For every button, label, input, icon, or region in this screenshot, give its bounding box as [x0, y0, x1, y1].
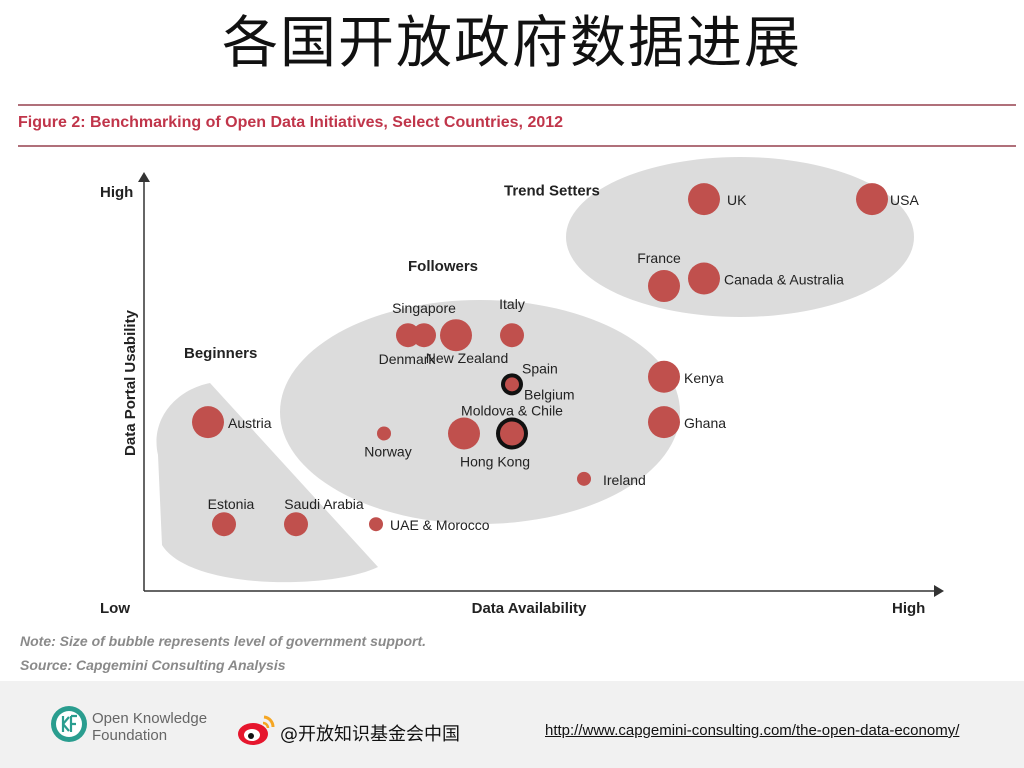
bubble-uae-morocco — [369, 517, 383, 532]
x-tick-low: Low — [100, 600, 130, 617]
bubble-ireland — [577, 471, 591, 486]
group-label-followers: Followers — [408, 258, 478, 275]
bubble-estonia — [212, 512, 236, 537]
bubble-singapore — [412, 323, 436, 348]
org-name-line-2: Foundation — [92, 727, 168, 744]
point-label-austria: Austria — [228, 415, 272, 431]
point-label-estonia: Estonia — [208, 496, 255, 512]
cluster-trend-setters — [566, 157, 914, 317]
weibo-icon — [238, 715, 275, 745]
point-label-new-zealand: New Zealand — [426, 350, 509, 366]
point-label-uae-morocco: UAE & Morocco — [390, 517, 490, 533]
group-label-trend-setters: Trend Setters — [504, 182, 600, 199]
slide-title: 各国开放政府数据进展 — [222, 11, 802, 76]
point-label-france: France — [637, 250, 681, 266]
point-label-saudi-arabia: Saudi Arabia — [284, 496, 364, 512]
caption-bottom-rule — [18, 145, 1016, 147]
cluster-followers — [280, 300, 680, 524]
open-knowledge-name: Open Knowledge Foundation — [92, 710, 207, 744]
bubble-new-zealand — [440, 319, 472, 352]
point-labels: UK USA France Canada & Australia Denmark Sing… — [208, 192, 920, 533]
point-label-hong-kong: Hong Kong — [460, 453, 530, 469]
point-label-denmark: Denmark — [379, 351, 437, 367]
group-label-beginners: Beginners — [184, 345, 257, 362]
bubble-canada-australia — [688, 262, 720, 295]
point-label-norway: Norway — [364, 443, 411, 459]
source-url-link[interactable]: http://www.capgemini-consulting.com/the-… — [545, 722, 960, 739]
bubble-hong-kong — [500, 421, 524, 446]
bubble-ghana — [648, 406, 680, 439]
bubble-italy — [500, 323, 524, 348]
footer-bar — [0, 681, 1024, 768]
bubble-moldova-chile — [448, 417, 480, 450]
x-axis-arrow — [934, 585, 944, 597]
bubble-usa — [856, 183, 888, 216]
point-label-ireland: Ireland — [603, 472, 646, 488]
bubble-kenya — [648, 360, 680, 393]
y-axis-label: Data Portal Usability — [122, 309, 139, 456]
bubble-norway — [377, 426, 391, 441]
caption-top-rule — [18, 104, 1016, 106]
y-tick-high: High — [100, 184, 133, 201]
point-label-ghana: Ghana — [684, 415, 726, 431]
chart-note: Note: Size of bubble represents level of… — [20, 633, 427, 649]
point-label-kenya: Kenya — [684, 370, 724, 386]
bubble-spain — [505, 377, 519, 392]
org-name-line-1: Open Knowledge — [92, 710, 208, 727]
point-label-italy: Italy — [499, 296, 525, 312]
weibo-handle: @开放知识基金会中国 — [280, 724, 460, 745]
point-label-moldova-chile: Moldova & Chile — [461, 402, 563, 418]
axes: High Low High Data Availability Data Por… — [100, 172, 944, 617]
bubble-chart: High Low High Data Availability Data Por… — [100, 157, 944, 617]
bubble-austria — [192, 406, 224, 439]
point-label-spain: Spain — [522, 360, 558, 376]
bubble-france — [648, 270, 680, 303]
x-tick-high: High — [892, 600, 925, 617]
y-axis-arrow — [138, 172, 150, 182]
point-label-uk: UK — [727, 192, 747, 208]
group-labels: Beginners Followers Trend Setters — [184, 182, 600, 362]
point-label-belgium: Belgium — [524, 386, 575, 402]
point-label-canada-australia: Canada & Australia — [724, 272, 844, 288]
bubble-uk — [688, 183, 720, 216]
bubbles — [192, 183, 888, 537]
open-knowledge-logo-icon — [51, 706, 87, 742]
point-label-usa: USA — [890, 192, 919, 208]
x-axis-label: Data Availability — [472, 600, 587, 617]
figure-caption: Figure 2: Benchmarking of Open Data Init… — [18, 114, 564, 131]
bubble-saudi-arabia — [284, 512, 308, 537]
point-label-singapore: Singapore — [392, 300, 456, 316]
chart-source: Source: Capgemini Consulting Analysis — [20, 657, 286, 673]
